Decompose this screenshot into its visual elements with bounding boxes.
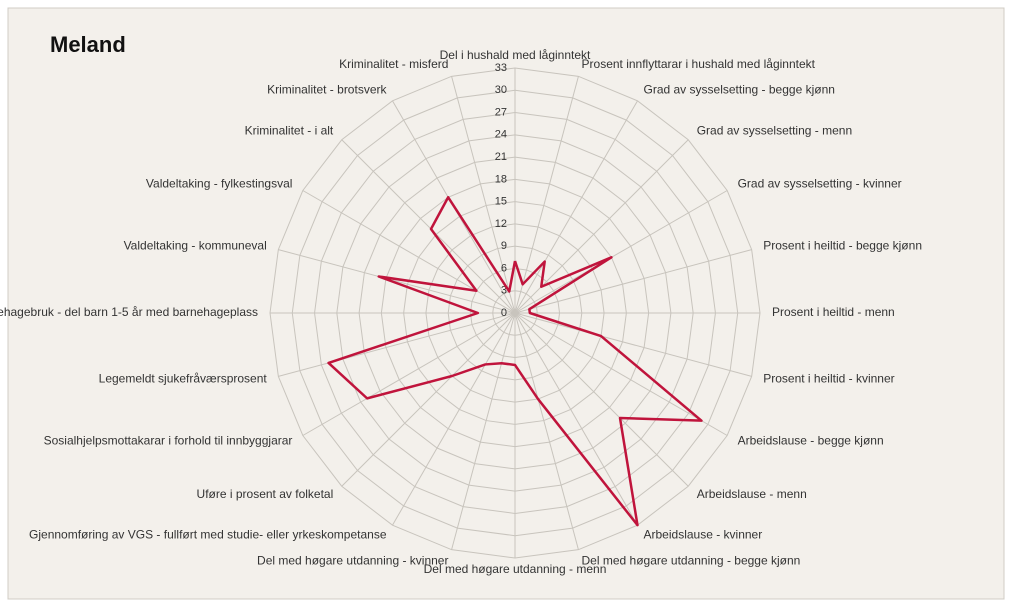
category-label: Valdeltaking - kommuneval	[124, 239, 267, 253]
r-tick-label: 18	[495, 173, 507, 185]
category-label: Arbeidslause - menn	[697, 487, 807, 501]
r-tick-label: 30	[495, 84, 507, 96]
spoke	[278, 312, 516, 377]
r-tick-label: 9	[501, 240, 507, 252]
category-label: Kriminalitet - brotsverk	[267, 83, 387, 97]
spoke	[514, 139, 689, 314]
r-tick-label: 12	[495, 218, 507, 230]
spoke	[514, 190, 728, 314]
category-label: Valdeltaking - fylkestingsval	[146, 177, 293, 191]
category-label: Del i hushald med låginntekt	[440, 48, 591, 62]
category-label: Prosent i heiltid - menn	[772, 305, 895, 319]
spoke	[302, 190, 516, 314]
r-tick-label: 33	[495, 62, 507, 74]
r-tick-label: 27	[495, 106, 507, 118]
spoke	[341, 139, 516, 314]
spoke	[451, 312, 516, 550]
category-label: Kriminalitet - misferd	[339, 57, 448, 71]
spoke	[514, 76, 579, 314]
spoke	[278, 249, 516, 314]
category-label: Arbeidslause - kvinner	[644, 528, 763, 542]
chart-title: Meland	[50, 32, 126, 57]
r-tick-label: 21	[495, 151, 507, 163]
category-label: Gjennomføring av VGS - fullført med stud…	[29, 528, 387, 542]
category-label: Grad av sysselsetting - menn	[697, 123, 852, 137]
spoke	[392, 312, 516, 526]
spoke	[514, 312, 728, 436]
category-label: Uføre i prosent av folketal	[197, 487, 334, 501]
category-label: Prosent i heiltid - kvinner	[763, 372, 894, 386]
r-tick-label: 15	[495, 196, 507, 208]
category-label: Barnehagebruk - del barn 1-5 år med barn…	[0, 305, 258, 319]
spoke	[341, 312, 516, 487]
category-label: Del med høgare utdanning - menn	[424, 562, 607, 576]
category-label: Grad av sysselsetting - begge kjønn	[644, 83, 835, 97]
r-tick-label: 0	[501, 307, 507, 319]
r-tick-label: 24	[495, 129, 507, 141]
spoke	[302, 312, 516, 436]
series-line	[327, 196, 703, 527]
category-label: Prosent innflyttarar i hushald med lågin…	[582, 57, 816, 71]
category-label: Prosent i heiltid - begge kjønn	[763, 239, 922, 253]
r-tick-label: 6	[501, 262, 507, 274]
category-label: Arbeidslause - begge kjønn	[738, 434, 884, 448]
category-label: Kriminalitet - i alt	[245, 123, 334, 137]
spoke	[514, 100, 638, 314]
spoke	[514, 312, 638, 526]
category-label: Del med høgare utdanning - kvinner	[257, 553, 448, 567]
spoke	[451, 76, 516, 314]
category-label: Del med høgare utdanning - begge kjønn	[582, 553, 801, 567]
spoke	[514, 312, 689, 487]
spoke	[514, 312, 579, 550]
spoke	[514, 249, 752, 314]
r-tick-label: 3	[501, 285, 507, 297]
category-label: Legemeldt sjukefråværsprosent	[99, 372, 268, 386]
category-label: Sosialhjelpsmottakarar i forhold til inn…	[44, 434, 293, 448]
spoke	[514, 312, 752, 377]
category-label: Grad av sysselsetting - kvinner	[738, 177, 902, 191]
